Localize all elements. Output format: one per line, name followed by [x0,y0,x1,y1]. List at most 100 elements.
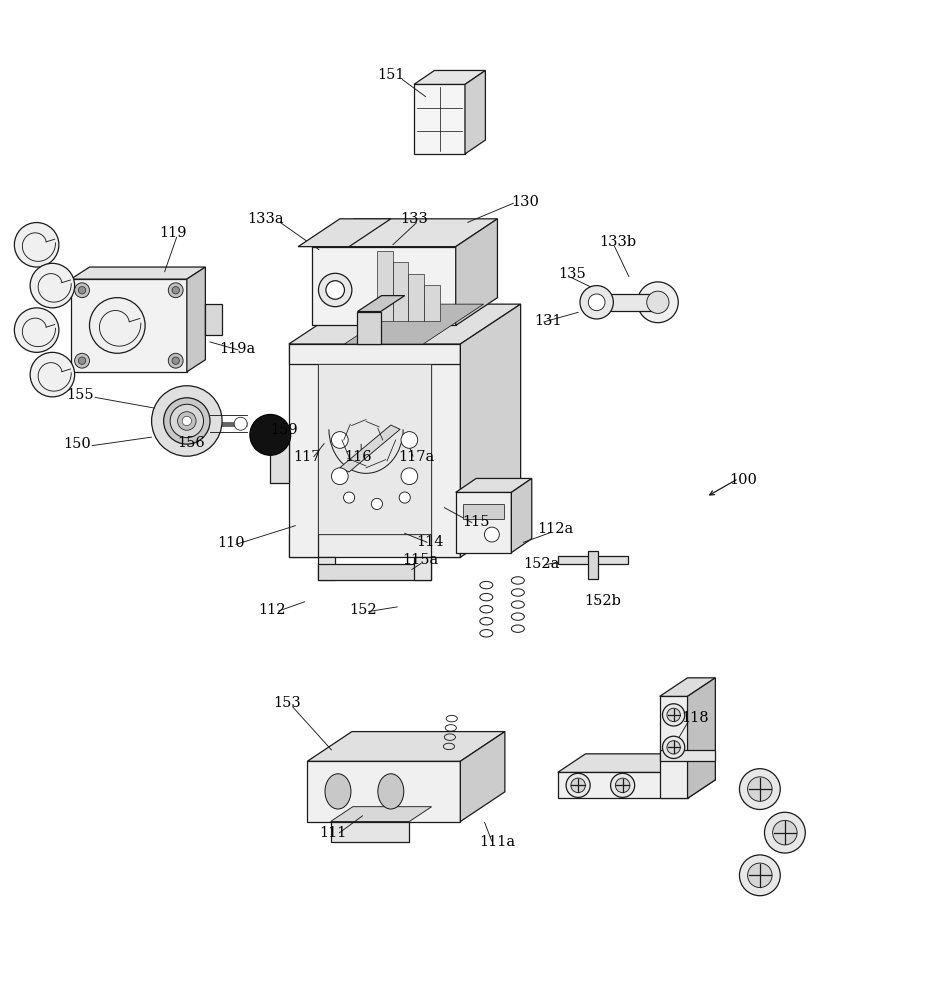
Polygon shape [318,558,335,580]
Circle shape [401,431,418,448]
Text: 133b: 133b [600,235,636,249]
Text: 152: 152 [349,603,377,617]
Circle shape [739,855,780,896]
Circle shape [616,778,630,792]
Text: 153: 153 [273,696,300,710]
Circle shape [168,353,183,368]
Circle shape [164,398,210,444]
Circle shape [331,431,348,448]
Circle shape [399,492,410,503]
Text: 156: 156 [178,436,206,450]
Circle shape [326,280,344,299]
Text: 152a: 152a [523,557,559,571]
Polygon shape [377,251,392,321]
Polygon shape [318,365,431,534]
Circle shape [152,386,222,456]
Polygon shape [414,71,485,84]
Circle shape [571,778,585,792]
Bar [589,551,598,579]
Polygon shape [392,262,408,321]
Polygon shape [558,772,687,798]
Text: 133: 133 [400,212,428,226]
Polygon shape [308,732,505,761]
Polygon shape [463,504,504,520]
Circle shape [343,492,354,503]
Text: 131: 131 [535,314,563,328]
Text: 119: 119 [159,226,187,240]
Circle shape [646,291,669,313]
Text: 115a: 115a [403,553,439,567]
Polygon shape [71,267,206,279]
Circle shape [566,773,591,797]
Circle shape [371,498,382,510]
Polygon shape [271,429,289,483]
Polygon shape [465,71,485,154]
Text: 111a: 111a [479,835,515,849]
Polygon shape [558,753,715,772]
Polygon shape [339,425,400,472]
Circle shape [78,357,86,365]
Text: 100: 100 [729,473,757,487]
Text: 135: 135 [558,267,586,281]
Circle shape [74,283,89,297]
Polygon shape [460,304,521,558]
Text: 150: 150 [63,437,91,451]
Circle shape [589,294,605,311]
Ellipse shape [325,773,351,809]
Polygon shape [456,219,498,325]
Polygon shape [312,219,498,247]
Text: 119a: 119a [219,342,256,356]
Text: 116: 116 [344,450,372,464]
Text: 133a: 133a [247,212,284,226]
Circle shape [172,286,179,294]
Polygon shape [308,761,460,821]
Polygon shape [424,284,440,321]
Polygon shape [431,344,460,558]
Polygon shape [456,492,512,553]
Text: 118: 118 [681,711,709,725]
Circle shape [667,708,681,722]
Circle shape [234,417,247,430]
Polygon shape [414,84,465,154]
Text: 117: 117 [294,450,321,464]
Polygon shape [512,478,532,553]
Polygon shape [330,821,409,842]
Text: 117a: 117a [399,450,435,464]
Circle shape [182,416,192,425]
Circle shape [250,414,291,455]
Circle shape [30,352,74,397]
Circle shape [178,412,196,430]
Polygon shape [408,273,424,321]
Circle shape [89,297,145,353]
Polygon shape [659,697,687,798]
Circle shape [485,527,499,542]
Polygon shape [289,534,460,558]
Circle shape [14,223,59,267]
Circle shape [580,285,614,319]
Polygon shape [344,304,484,344]
Circle shape [74,353,89,368]
Text: 111: 111 [320,826,347,840]
Circle shape [748,863,772,888]
Circle shape [611,773,634,797]
Polygon shape [289,304,521,344]
Ellipse shape [378,773,404,809]
Circle shape [637,282,678,323]
Polygon shape [330,807,432,821]
Text: 112: 112 [259,603,286,617]
Text: 159: 159 [271,423,298,437]
Text: 130: 130 [512,195,539,209]
Polygon shape [289,344,460,365]
Text: 151: 151 [377,69,405,83]
Circle shape [172,357,179,365]
Bar [597,294,658,311]
Text: 152b: 152b [584,593,620,608]
Polygon shape [687,678,715,798]
Polygon shape [312,247,456,325]
Circle shape [170,405,204,437]
Text: 114: 114 [416,535,444,549]
Polygon shape [71,279,187,372]
Circle shape [667,741,681,754]
Circle shape [30,263,74,308]
Circle shape [401,468,418,485]
